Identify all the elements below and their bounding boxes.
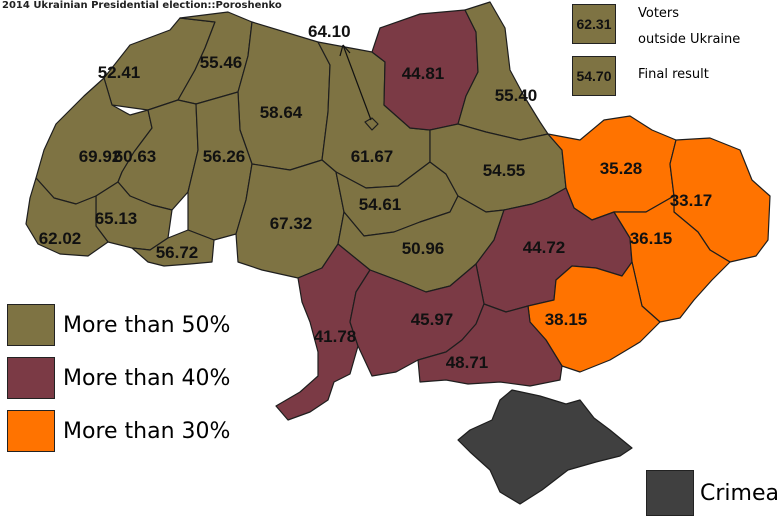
kyiv-city-callout-arrowhead bbox=[339, 44, 351, 57]
region-label-kirovohrad: 50.96 bbox=[402, 239, 445, 258]
region-label-donetsk: 36.15 bbox=[630, 229, 673, 248]
legend-item-over40: More than 40% bbox=[7, 357, 230, 399]
region-label-rivne: 55.46 bbox=[200, 53, 243, 72]
legend-swatch-crimea bbox=[646, 470, 694, 516]
legend-swatch-over40 bbox=[7, 357, 55, 399]
legend-item-over50: More than 50% bbox=[7, 304, 230, 346]
legend-swatch-over50 bbox=[7, 304, 55, 346]
region-label-sumy: 55.40 bbox=[495, 86, 538, 105]
region-label-kharkiv: 35.28 bbox=[600, 159, 643, 178]
voters-outside-ukraine-label-line1: Voters bbox=[638, 6, 680, 21]
region-label-cherkasy: 54.61 bbox=[359, 195, 402, 214]
region-label-khmelnytskyi: 56.26 bbox=[203, 147, 246, 166]
legend-label-over30: More than 30% bbox=[63, 418, 231, 444]
final-result-value: 54.70 bbox=[576, 68, 612, 84]
region-label-lviv: 69.92 bbox=[79, 147, 122, 166]
region-label-vinnytsia: 67.32 bbox=[270, 214, 313, 233]
region-label-dnipropetrovsk: 44.72 bbox=[523, 238, 566, 257]
voters-outside-ukraine-value: 62.31 bbox=[576, 16, 612, 32]
region-label-zhytomyr: 58.64 bbox=[260, 103, 303, 122]
legend-label-over40: More than 40% bbox=[63, 365, 231, 391]
region-label-odesa: 41.78 bbox=[314, 327, 357, 346]
region-label-volyn: 52.41 bbox=[98, 63, 141, 82]
final-result-swatch: 54.70 bbox=[572, 56, 616, 96]
legend-label-crimea: Crimea bbox=[700, 480, 779, 506]
region-chernivtsi bbox=[131, 229, 215, 267]
legend-item-over30: More than 30% bbox=[7, 410, 230, 452]
region-kherson bbox=[417, 303, 563, 387]
region-kyiv-city-marker bbox=[364, 117, 379, 131]
voters-outside-ukraine-label-line2: outside Ukraine bbox=[638, 32, 741, 47]
region-label-kyiv-oblast: 61.67 bbox=[351, 147, 394, 166]
map-title: 2014 Ukrainian Presidential election::Po… bbox=[2, 0, 282, 11]
region-zhytomyr bbox=[237, 21, 331, 171]
region-label-zaporizhzhia: 38.15 bbox=[545, 310, 588, 329]
legend-item-crimea: Crimea bbox=[646, 470, 779, 516]
final-result-label: Final result bbox=[638, 67, 709, 82]
region-label-kherson: 48.71 bbox=[446, 353, 489, 372]
region-label-chernihiv: 44.81 bbox=[402, 64, 445, 83]
region-crimea bbox=[457, 389, 633, 505]
region-label-poltava: 54.55 bbox=[483, 161, 526, 180]
region-zakarpattia bbox=[25, 177, 109, 257]
region-label-mykolaiv: 45.97 bbox=[411, 310, 454, 329]
region-label-zakarpattia: 62.02 bbox=[39, 229, 82, 248]
legend-label-over50: More than 50% bbox=[63, 312, 231, 338]
legend-swatch-over30 bbox=[7, 410, 55, 452]
region-label-ivano-frankivsk: 65.13 bbox=[95, 209, 138, 228]
region-label-ternopil: 60.63 bbox=[114, 147, 157, 166]
region-label-chernivtsi: 56.72 bbox=[156, 243, 199, 262]
voters-outside-ukraine-swatch: 62.31 bbox=[572, 4, 616, 44]
kyiv-city-callout-line bbox=[342, 44, 372, 121]
region-label-kyiv-city: 64.10 bbox=[308, 22, 351, 41]
region-label-luhansk: 33.17 bbox=[670, 191, 713, 210]
